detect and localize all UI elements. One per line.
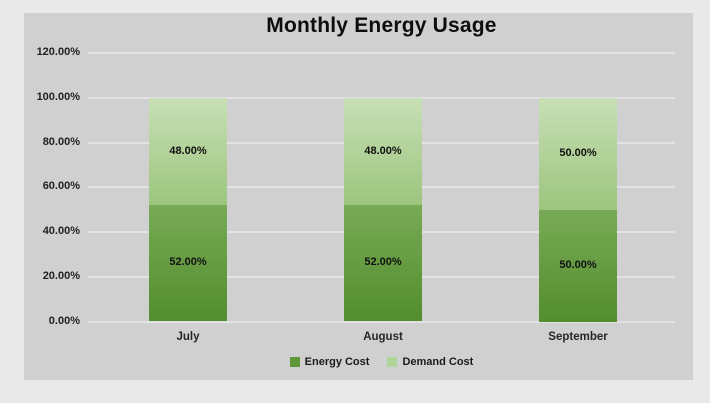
legend-item-demand-cost: Demand Cost bbox=[387, 356, 473, 368]
bar-segment-demand-cost-august bbox=[344, 98, 422, 206]
bar-segment-label: 48.00% bbox=[364, 144, 402, 157]
y-axis-tick-label: 60.00% bbox=[42, 180, 80, 193]
y-axis-tick-label: 120.00% bbox=[36, 46, 80, 59]
bar-segment-demand-cost-july bbox=[149, 98, 227, 206]
bar-segment-energy-cost-august bbox=[344, 205, 422, 322]
chart-title: Monthly Energy Usage bbox=[266, 14, 497, 37]
legend-swatch-energy-cost bbox=[289, 357, 300, 367]
y-axis-tick-label: 100.00% bbox=[36, 91, 80, 103]
bar-segment-demand-cost-september bbox=[539, 98, 617, 210]
bar-segment-energy-cost-july bbox=[149, 205, 227, 322]
legend-label: Demand Cost bbox=[402, 356, 474, 368]
gridline bbox=[88, 52, 675, 55]
bar-segment-energy-cost-september bbox=[539, 209, 617, 322]
y-axis-tick-label: 40.00% bbox=[42, 225, 80, 238]
bar-segment-label: 50.00% bbox=[559, 258, 597, 271]
legend-label: Energy Cost bbox=[304, 356, 370, 368]
y-axis-tick-label: 80.00% bbox=[42, 135, 80, 148]
x-axis-label-september: September bbox=[548, 331, 608, 343]
legend: Energy Cost Demand Cost bbox=[88, 356, 675, 368]
x-axis-label-august: August bbox=[363, 331, 403, 343]
bar-segment-label: 48.00% bbox=[169, 144, 207, 157]
y-axis-tick-label: 0.00% bbox=[48, 314, 80, 327]
bar-segment-label: 50.00% bbox=[559, 146, 597, 159]
bar-segment-label: 52.00% bbox=[169, 256, 207, 269]
legend-item-energy-cost: Energy Cost bbox=[289, 356, 370, 368]
bar-segment-label: 52.00% bbox=[364, 256, 402, 269]
y-axis-tick-label: 20.00% bbox=[42, 269, 80, 282]
x-axis-label-july: July bbox=[176, 331, 200, 343]
legend-swatch-demand-cost bbox=[387, 357, 398, 367]
gridline bbox=[88, 320, 675, 323]
